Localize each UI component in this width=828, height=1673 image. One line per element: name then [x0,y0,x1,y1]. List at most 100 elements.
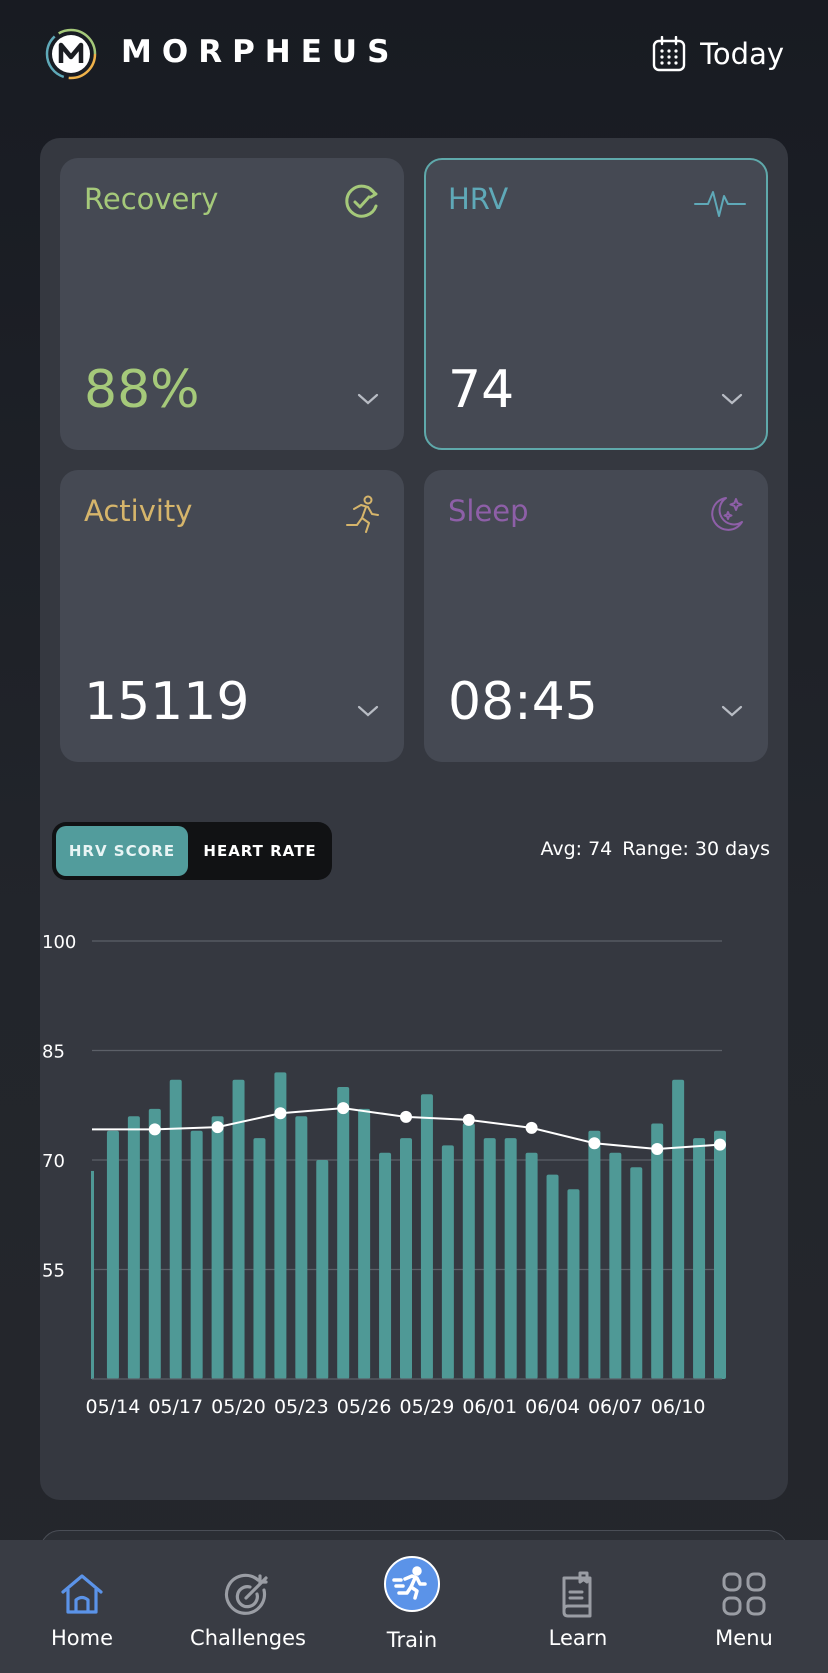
date-picker-button[interactable]: Today [652,34,784,74]
card-value: 74 [448,360,515,420]
bar [316,1160,329,1379]
bar [651,1123,664,1379]
nav-home[interactable]: Home [2,1540,162,1673]
bar [358,1108,371,1379]
bar [630,1167,643,1379]
y-tick-label: 70 [42,1151,65,1172]
chevron-down-icon[interactable] [356,392,380,406]
bar [714,1130,726,1379]
trend-point [337,1102,350,1115]
card-title: HRV [448,182,509,216]
bar [525,1152,538,1379]
card-title: Activity [84,494,193,528]
bar [91,1170,94,1379]
moon-stars-icon [711,497,743,531]
bar [190,1130,203,1379]
hrv-chart: 100 85 70 55 05/14 05/17 05/20 05/23 05/26 05/29 0… [42,932,726,1418]
date-label: Today [700,37,784,71]
heartbeat-icon [694,191,746,217]
bar [420,1094,433,1379]
bar [483,1138,496,1379]
nav-menu[interactable]: Menu [664,1540,824,1673]
recovery-check-icon [345,184,378,218]
trend-point [525,1121,538,1134]
bar [400,1138,412,1379]
x-tick-label: 06/07 [588,1396,643,1418]
nav-train[interactable]: Train [332,1540,492,1673]
x-tick-label: 05/26 [337,1396,392,1418]
trend-point [211,1121,224,1134]
nav-challenges[interactable]: Challenges [168,1540,328,1673]
nav-learn[interactable]: Learn [498,1540,658,1673]
bar [567,1189,580,1379]
bar [169,1079,182,1379]
bar [253,1138,266,1379]
y-tick-label: 100 [42,932,76,953]
home-icon [61,1574,103,1614]
trend-point [462,1113,475,1126]
x-tick-label: 05/23 [274,1396,329,1418]
chevron-down-icon[interactable] [720,392,744,406]
chart-stats: Avg: 74 Range: 30 days [540,838,770,860]
sleep-card[interactable]: Sleep 08:45 [424,470,768,762]
card-value: 08:45 [448,672,598,732]
target-icon [224,1573,268,1615]
bar [441,1145,454,1379]
bottom-navigation: Home Challenges Train [0,1540,828,1673]
app-header: MORPHEUS Today [0,0,828,110]
hrv-card[interactable]: HRV 74 [424,158,768,450]
bar [211,1116,224,1379]
x-tick-label: 05/29 [400,1396,455,1418]
y-tick-label: 55 [42,1261,65,1282]
recovery-card[interactable]: Recovery 88% [60,158,404,450]
trend-point [400,1110,412,1123]
hrv-score-tab[interactable]: HRV SCORE [56,826,188,876]
trend-point [274,1107,287,1120]
bar [693,1138,706,1379]
chevron-down-icon[interactable] [720,704,744,718]
bar [106,1130,119,1379]
nav-label: Train [386,1628,438,1652]
trend-point [651,1143,664,1156]
card-title: Sleep [448,494,529,528]
nav-label: Home [50,1626,113,1650]
x-tick-label: 06/01 [462,1396,517,1418]
nav-label: Learn [548,1626,608,1650]
trend-point [714,1138,726,1151]
x-tick-label: 05/17 [148,1396,203,1418]
book-icon [562,1571,592,1618]
bar [504,1138,517,1379]
bar [462,1123,475,1379]
bar [295,1116,308,1379]
trend-point [148,1123,161,1136]
bar [232,1079,245,1379]
bar [609,1152,622,1379]
card-value: 15119 [84,672,250,732]
nav-label: Challenges [190,1626,306,1650]
card-value: 88% [84,360,200,420]
bar [379,1152,392,1379]
bar [337,1087,350,1379]
bar [672,1079,685,1379]
x-tick-label: 05/14 [86,1396,141,1418]
bar [588,1130,601,1379]
chevron-down-icon[interactable] [356,704,380,718]
runner-icon [384,1556,440,1612]
runner-icon [346,495,379,533]
card-title: Recovery [84,182,219,216]
bar [127,1116,140,1379]
bar [148,1108,161,1379]
x-tick-label: 06/04 [525,1396,580,1418]
y-tick-label: 85 [42,1042,65,1063]
metrics-panel: Recovery 88% HRV 74 Activity [40,138,788,1500]
brand-name: MORPHEUS [121,34,400,70]
heart-rate-tab[interactable]: HEART RATE [203,842,317,860]
range-label: Range: 30 days [622,838,770,860]
bar [546,1174,559,1379]
morpheus-logo-icon [45,28,97,80]
average-label: Avg: 74 [540,838,613,860]
grid-icon [722,1572,766,1616]
calendar-icon [652,36,686,72]
activity-card[interactable]: Activity 15119 [60,470,404,762]
x-tick-label: 05/20 [211,1396,266,1418]
